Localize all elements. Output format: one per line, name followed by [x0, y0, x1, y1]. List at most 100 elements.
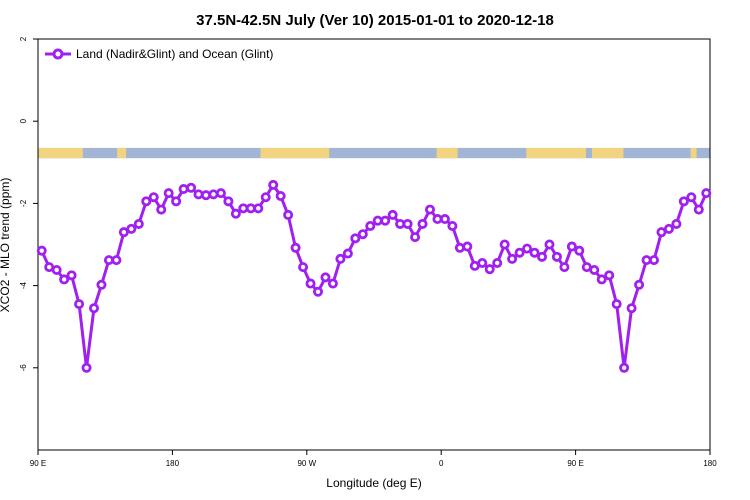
x-axis-label: Longitude (deg E) — [326, 476, 421, 490]
land-band-segment — [38, 147, 83, 159]
data-point — [327, 278, 338, 289]
data-point — [447, 221, 458, 232]
land-band-segment — [117, 147, 127, 159]
data-point — [141, 196, 152, 207]
data-point — [163, 188, 174, 199]
data-point — [634, 279, 645, 290]
data-point — [290, 242, 301, 253]
data-point — [74, 299, 85, 310]
data-point — [342, 248, 353, 259]
ocean-band — [38, 147, 710, 159]
data-point — [59, 274, 70, 285]
data-point — [693, 204, 704, 215]
y-axis-label: XCO2 - MLO trend (ppm) — [0, 178, 12, 313]
data-point — [439, 214, 450, 225]
data-point — [492, 257, 503, 268]
data-point — [596, 274, 607, 285]
data-point — [89, 303, 100, 314]
land-band-segment — [260, 147, 330, 159]
data-point — [566, 241, 577, 252]
data-point — [283, 209, 294, 220]
data-point — [387, 209, 398, 220]
data-point — [574, 245, 585, 256]
legend-marker — [52, 48, 64, 60]
data-point — [522, 243, 533, 254]
x-tick-label: 90 E — [30, 459, 46, 468]
data-point — [649, 255, 660, 266]
land-band-segment — [690, 147, 697, 159]
data-point — [402, 218, 413, 229]
data-point — [312, 286, 323, 297]
y-tick-label: 0 — [19, 118, 28, 123]
data-point — [544, 239, 555, 250]
y-tick-label: -4 — [19, 281, 28, 289]
data-point — [81, 362, 92, 373]
data-point — [484, 264, 495, 275]
legend: Land (Nadir&Glint) and Ocean (Glint) — [45, 47, 273, 61]
data-point — [111, 255, 122, 266]
data-point — [260, 192, 271, 203]
data-point — [514, 247, 525, 258]
data-point — [701, 188, 712, 199]
data-point — [335, 253, 346, 264]
data-point — [178, 184, 189, 195]
x-tick-label: 180 — [703, 459, 717, 468]
plot-frame — [37, 38, 711, 451]
data-point — [611, 299, 622, 310]
data-point — [678, 196, 689, 207]
data-point — [171, 196, 182, 207]
data-point — [215, 188, 226, 199]
data-point — [499, 239, 510, 250]
data-point — [671, 218, 682, 229]
data-point — [529, 247, 540, 258]
data-point — [365, 221, 376, 232]
data-point — [253, 203, 264, 214]
data-point — [410, 232, 421, 243]
data-point — [51, 264, 62, 275]
land-band-segment — [526, 147, 587, 159]
x-tick-label: 90 W — [297, 459, 316, 468]
data-point — [298, 262, 309, 273]
y-tick-label: -2 — [19, 199, 28, 207]
chart-title: 37.5N-42.5N July (Ver 10) 2015-01-01 to … — [196, 12, 554, 29]
data-point — [193, 189, 204, 200]
data-point — [268, 179, 279, 190]
data-point — [380, 215, 391, 226]
data-point — [230, 208, 241, 219]
data-point — [275, 191, 286, 202]
data-point — [559, 262, 570, 273]
data-point — [208, 189, 219, 200]
data-point — [663, 223, 674, 234]
y-tick-label: 2 — [19, 36, 28, 41]
data-point — [454, 242, 465, 253]
data-point — [477, 257, 488, 268]
data-point — [186, 182, 197, 193]
data-point — [200, 190, 211, 201]
data-point — [357, 229, 368, 240]
data-point — [417, 218, 428, 229]
series-layer — [36, 179, 712, 373]
x-axis: 90 E 180 90 W 0 90 E 180 — [30, 450, 717, 468]
data-point — [619, 362, 630, 373]
data-point — [656, 227, 667, 238]
x-tick-label: 0 — [439, 459, 444, 468]
land-band-segment — [436, 147, 458, 159]
data-point — [36, 245, 47, 256]
data-point — [305, 278, 316, 289]
data-point — [507, 253, 518, 264]
data-point — [96, 279, 107, 290]
data-point — [537, 251, 548, 262]
data-point — [148, 192, 159, 203]
data-point — [118, 227, 129, 238]
data-point — [126, 223, 137, 234]
data-point — [589, 264, 600, 275]
data-point — [350, 233, 361, 244]
data-point — [223, 196, 234, 207]
surface-band — [38, 147, 710, 159]
y-tick-label: -6 — [19, 364, 28, 372]
legend-label: Land (Nadir&Glint) and Ocean (Glint) — [76, 47, 273, 61]
data-point — [604, 270, 615, 281]
data-point — [686, 192, 697, 203]
data-point — [626, 303, 637, 314]
